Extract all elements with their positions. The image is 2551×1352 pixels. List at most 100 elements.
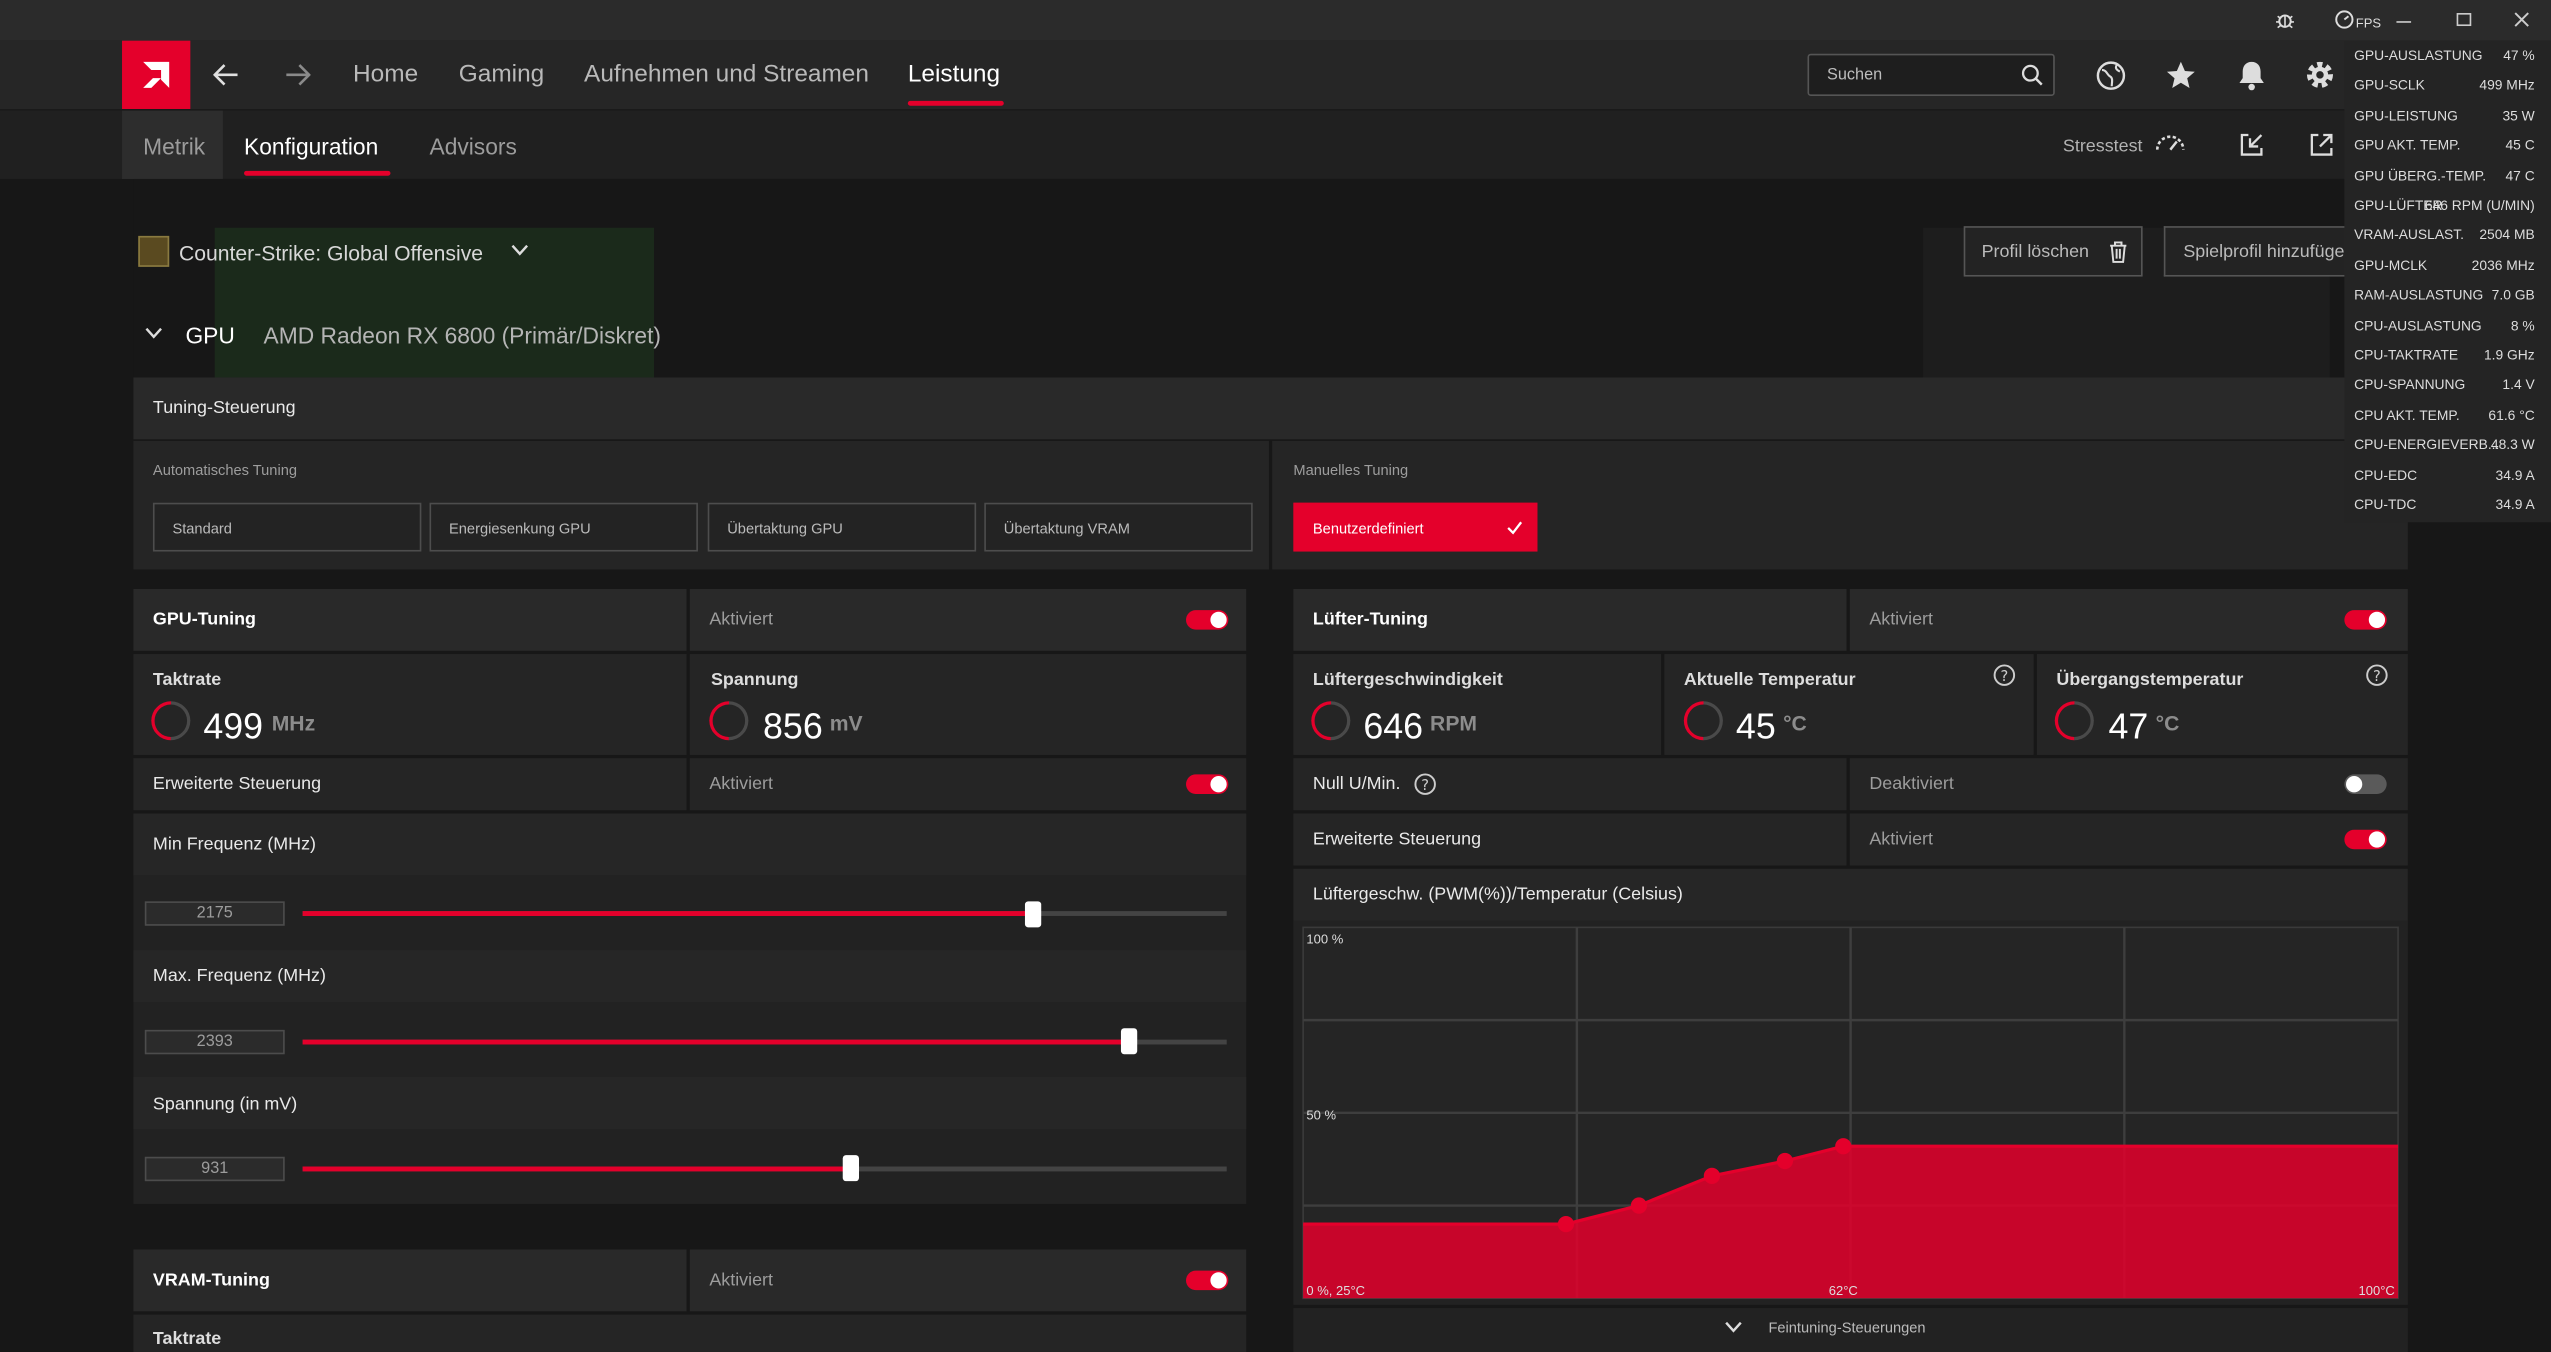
gpu-clock-unit: MHz	[271, 710, 316, 736]
nav-home[interactable]: Home	[353, 60, 419, 88]
amd-logo[interactable]	[122, 40, 191, 110]
max-freq-input[interactable]: 2393	[144, 1029, 285, 1055]
tab-konfiguration[interactable]: Konfiguration	[244, 133, 379, 160]
fan-tuning-status: Aktiviert	[1869, 610, 1933, 630]
search-input[interactable]: Suchen	[1807, 53, 2055, 96]
overlay-metric-value: 1.4 V	[2502, 376, 2535, 393]
globe-icon[interactable]	[2095, 60, 2126, 91]
overlay-metric-value: 61.6 °C	[2488, 406, 2535, 423]
vram-tuning-toggle[interactable]	[1186, 1270, 1229, 1291]
vram-tuning-status-cell: Aktiviert	[689, 1249, 1247, 1312]
gpu-tuning-toggle[interactable]	[1186, 610, 1229, 630]
restore-icon[interactable]	[2456, 13, 2472, 27]
zero-rpm-toggle[interactable]	[2344, 774, 2387, 794]
collapse-chevron-icon[interactable]	[145, 327, 163, 340]
overlay-metric-label: CPU AKT. TEMP.	[2354, 406, 2460, 423]
fan-curve-point-4[interactable]	[1835, 1138, 1852, 1155]
current-temp-card: Aktuelle Temperatur ? 45 °C	[1664, 654, 2034, 755]
vram-tuning-status: Aktiviert	[709, 1270, 773, 1291]
fan-curve-chart[interactable]: 100 % 50 % 0 %, 25°C 62°C 100°C	[1293, 921, 2407, 1305]
zero-rpm-status: Deaktiviert	[1869, 774, 1954, 794]
gpu-tuning-status-cell: Aktiviert	[689, 588, 1247, 651]
gpu-tuning-title: GPU-Tuning	[152, 610, 256, 630]
fan-curve-point-3[interactable]	[1776, 1152, 1794, 1170]
overlay-metric-label: RAM-AUSLASTUNG	[2354, 286, 2484, 303]
min-freq-label: Min Frequenz (MHz)	[152, 834, 317, 855]
checkmark-icon	[1507, 521, 1523, 535]
preset-gpu-power-save-button[interactable]: Energiesenkung GPU	[429, 502, 698, 552]
forward-arrow-icon[interactable]	[285, 63, 311, 86]
metrics-overlay: GPU-AUSLASTUNG 47 % GPU-SCLK 499 MHz GPU-LEI…	[2344, 40, 2551, 523]
svg-text:?: ?	[2000, 668, 2008, 685]
preset-gpu-overclock-button[interactable]: Übertaktung GPU	[707, 502, 977, 552]
notifications-bell-icon[interactable]	[2237, 60, 2266, 91]
overlay-metric-value: 47 C	[2505, 166, 2535, 184]
gpu-voltage-gauge-icon	[701, 693, 757, 749]
stresstest-label[interactable]: Stresstest	[2062, 136, 2143, 157]
gpu-advanced-toggle[interactable]	[1186, 774, 1229, 794]
fan-tuning-header: Lüfter-Tuning	[1293, 588, 1847, 651]
minimize-icon[interactable]	[2396, 21, 2412, 23]
search-icon	[2021, 64, 2043, 86]
export-profile-icon[interactable]	[2310, 133, 2333, 156]
help-icon[interactable]: ?	[2366, 664, 2389, 687]
close-icon[interactable]	[2514, 11, 2530, 27]
preset-standard-button[interactable]: Standard	[152, 502, 422, 552]
tab-advisors[interactable]: Advisors	[429, 133, 517, 160]
amd-logo-icon	[143, 61, 170, 88]
x-tick-label-mid: 62°C	[1829, 1283, 1858, 1298]
chevron-down-icon[interactable]	[511, 244, 529, 257]
stresstest-gauge-icon[interactable]	[2154, 130, 2187, 153]
back-arrow-icon[interactable]	[213, 63, 239, 86]
nav-active-indicator	[907, 100, 1004, 106]
nav-gaming[interactable]: Gaming	[458, 60, 545, 88]
fan-tuning-title: Lüfter-Tuning	[1312, 610, 1428, 630]
overlay-metric-value: 8 %	[2510, 316, 2535, 333]
voltage-set-slider-thumb[interactable]	[842, 1155, 860, 1182]
overlay-metric-value: 1.9 GHz	[2483, 346, 2535, 363]
add-game-profile-button[interactable]: Spielprofil hinzufügen	[2163, 226, 2354, 277]
vram-tuning-title: VRAM-Tuning	[152, 1270, 270, 1291]
fan-curve-area	[1303, 1146, 2399, 1299]
settings-gear-icon[interactable]	[2304, 59, 2337, 92]
game-name[interactable]: Counter-Strike: Global Offensive	[178, 240, 484, 266]
zero-rpm-label: Null U/Min.	[1312, 774, 1401, 794]
overlay-metric-label: GPU-LÜFTER	[2354, 196, 2443, 214]
help-icon[interactable]: ?	[1993, 664, 2016, 687]
max-freq-slider-fill	[302, 1039, 1130, 1045]
voltage-set-input[interactable]: 931	[144, 1156, 285, 1182]
fan-tuning-toggle[interactable]	[2344, 610, 2387, 630]
overlay-metric-value: 2504 MB	[2479, 226, 2535, 244]
voltage-set-label: Spannung (in mV)	[152, 1094, 298, 1115]
fine-tuning-row[interactable]: Feintuning-Steuerungen	[1293, 1308, 2408, 1352]
favorites-star-icon[interactable]	[2165, 60, 2196, 91]
min-freq-input[interactable]: 2175	[144, 901, 285, 926]
fan-curve-point-1[interactable]	[1630, 1197, 1648, 1214]
min-freq-slider-thumb[interactable]	[1024, 901, 1042, 928]
custom-tuning-button[interactable]: Benutzerdefiniert	[1293, 502, 1538, 552]
title-bar: FPS	[0, 0, 2551, 41]
overlay-metric-value: 45 C	[2505, 136, 2535, 154]
delete-profile-button[interactable]: Profil löschen	[1963, 226, 2143, 277]
zero-rpm-cell: Null U/Min. ?	[1293, 758, 1847, 811]
fan-curve-point-0[interactable]	[1557, 1215, 1575, 1233]
overlay-metric-label: CPU-AUSLASTUNG	[2354, 316, 2482, 333]
game-icon	[138, 235, 170, 267]
import-profile-icon[interactable]	[2240, 133, 2263, 156]
bug-report-icon[interactable]	[2274, 10, 2295, 31]
max-freq-slider-thumb[interactable]	[1120, 1028, 1138, 1055]
fan-speed-card: Lüftergeschwindigkeit 646 RPM	[1293, 654, 1662, 755]
fps-overlay-icon[interactable]	[2335, 10, 2355, 30]
preset-vram-overclock-button[interactable]: Übertaktung VRAM	[984, 502, 1253, 552]
tab-metrik[interactable]: Metrik	[143, 133, 206, 160]
help-icon[interactable]: ?	[1414, 773, 1437, 796]
junction-temp-card: Übergangstemperatur ? 47 °C	[2036, 654, 2408, 755]
fan-curve-point-2[interactable]	[1703, 1167, 1721, 1185]
fan-advanced-toggle[interactable]	[2344, 829, 2387, 850]
nav-record-stream[interactable]: Aufnehmen und Streamen	[584, 60, 869, 88]
current-temp-unit: °C	[1783, 710, 1807, 736]
y-tick-label-100: 100 %	[1306, 932, 1343, 947]
overlay-metric-label: CPU-EDC	[2354, 466, 2418, 483]
nav-performance[interactable]: Leistung	[907, 60, 1001, 88]
